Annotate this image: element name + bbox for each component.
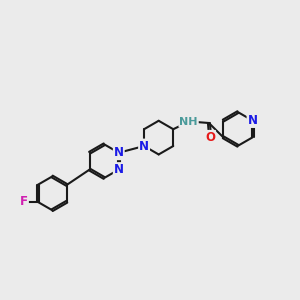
Text: F: F: [20, 195, 28, 208]
Text: NH: NH: [179, 117, 198, 127]
Text: N: N: [248, 114, 257, 127]
Text: O: O: [205, 131, 215, 144]
Text: N: N: [114, 163, 124, 176]
Text: N: N: [114, 146, 124, 159]
Text: N: N: [139, 140, 149, 152]
